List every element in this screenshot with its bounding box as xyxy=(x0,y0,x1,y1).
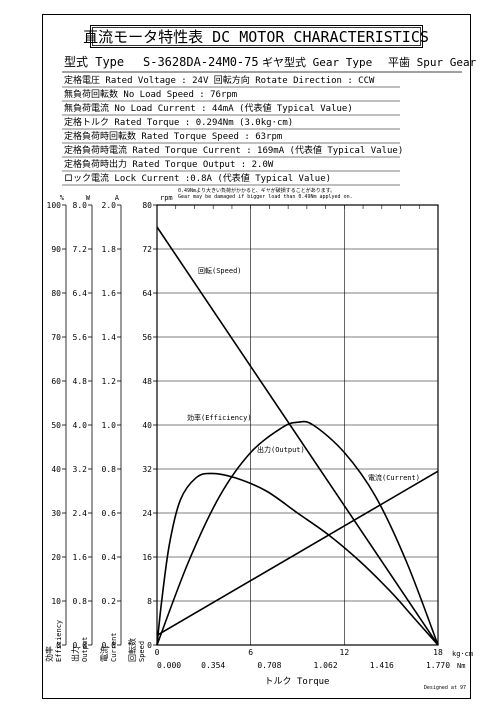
x-tick-nm: 0.708 xyxy=(257,661,281,670)
y-tick-label: 3.2 xyxy=(73,465,88,474)
y-axis-unit: W xyxy=(86,194,91,202)
gear-label: ギヤ型式 Gear Type xyxy=(262,55,372,69)
y-tick-label: 56 xyxy=(142,333,152,342)
y-tick-label: 72 xyxy=(142,245,152,254)
page-border xyxy=(42,14,471,699)
y-tick-label: 64 xyxy=(142,289,152,298)
y-tick-label: 40 xyxy=(142,421,152,430)
gear-value: 平歯 Spur Gear xyxy=(388,56,477,69)
y-tick-label: 80 xyxy=(51,289,61,298)
y-tick-label: 90 xyxy=(51,245,61,254)
y-tick-label: 0.4 xyxy=(102,553,117,562)
spec-line: 定格負荷時電流 Rated Torque Current : 169mA (代表… xyxy=(64,144,403,156)
y-axis-label: 電流Current xyxy=(99,632,118,662)
y-tick-label: 0.8 xyxy=(102,465,117,474)
y-axes: 1009080706050403020100%効率Efficiency8.07.… xyxy=(44,194,173,662)
y-tick-label: 40 xyxy=(51,465,61,474)
y-axis-label: 出力Output xyxy=(70,637,89,662)
x-unit-nm: Nm xyxy=(457,662,465,670)
x-tick-nm: 1.062 xyxy=(314,661,338,670)
y-tick-label: 1.6 xyxy=(73,553,88,562)
y-tick-label: 30 xyxy=(51,509,61,518)
footer-note: Designed at 97 xyxy=(424,685,466,691)
y-tick-label: 6.4 xyxy=(73,289,88,298)
y-tick-label: 32 xyxy=(142,465,152,474)
spec-line: 無負荷回転数 No Load Speed : 76rpm xyxy=(64,88,237,100)
spec-line: 定格電圧 Rated Voltage : 24V 回転方向 Rotate Dir… xyxy=(64,74,375,86)
y-tick-label: 70 xyxy=(51,333,61,342)
y-axis-unit: rpm xyxy=(160,194,173,202)
series-label: 出力(Output) xyxy=(257,445,305,454)
y-tick-label: 1.6 xyxy=(102,289,117,298)
x-tick-kgcm: 12 xyxy=(340,648,350,657)
y-tick-label: 4.0 xyxy=(73,421,88,430)
y-tick-label: 4.8 xyxy=(73,377,88,386)
series-label: 効率(Efficiency) xyxy=(187,413,252,422)
y-tick-label: 0.8 xyxy=(73,597,88,606)
spec-line: 定格トルク Rated Torque : 0.294Nm (3.0kg·cm) xyxy=(64,116,293,128)
y-tick-label: 8.0 xyxy=(73,201,88,210)
x-tick-nm: 1.416 xyxy=(370,661,394,670)
y-tick-label: 0.2 xyxy=(102,597,117,606)
y-tick-label: 2.0 xyxy=(102,201,117,210)
current-curve xyxy=(156,470,439,637)
x-tick-kgcm: 0 xyxy=(155,648,160,657)
x-tick-kgcm: 6 xyxy=(248,648,253,657)
y-tick-label: 0 xyxy=(147,641,152,650)
y-tick-label: 16 xyxy=(142,553,152,562)
y-tick-label: 50 xyxy=(51,421,61,430)
y-tick-label: 1.8 xyxy=(102,245,117,254)
y-axis-label: 回転数Speed xyxy=(127,638,146,662)
spec-line: 無負荷電流 No Load Current : 44mA (代表値 Typica… xyxy=(64,102,353,114)
y-tick-label: 7.2 xyxy=(73,245,88,254)
y-tick-label: 100 xyxy=(47,201,62,210)
output-curve xyxy=(156,420,439,646)
x-unit-kgcm: kg·cm xyxy=(452,650,473,658)
warning-en: Gear may be damaged if bigger load than … xyxy=(178,194,353,200)
y-tick-label: 60 xyxy=(51,377,61,386)
y-tick-label: 48 xyxy=(142,377,152,386)
series-layer: 回転(Speed) 電流(Current) 出力(Output) 効率(Efficie… xyxy=(156,226,439,646)
title-frame xyxy=(90,25,423,48)
warning-ja: 0.49Nmより大きい負荷がかかると、ギヤが破損することがあります。 xyxy=(178,187,335,194)
x-tick-nm: 0.000 xyxy=(157,661,181,670)
model-label: 型式 Type xyxy=(64,55,124,69)
model-value: S-3628DA-24M0-75 xyxy=(143,55,259,69)
y-tick-label: 0.6 xyxy=(102,509,117,518)
y-tick-label: 24 xyxy=(142,509,152,518)
x-axis-ticks: 0 6 12 18 0.000 0.354 0.708 1.062 1.416 1.770 xyxy=(155,648,451,670)
y-axis-label: 効率Efficiency xyxy=(44,620,63,662)
y-axis-unit: A xyxy=(115,194,120,202)
x-tick-nm: 0.354 xyxy=(201,661,225,670)
y-tick-label: 20 xyxy=(51,553,61,562)
y-tick-label: 0.0 xyxy=(102,641,117,650)
y-tick-label: 1.2 xyxy=(102,377,117,386)
page-title: 直流モータ特性表 DC MOTOR CHARACTERISTICS xyxy=(83,28,429,46)
title-frame-inner xyxy=(92,27,421,46)
spec-list: 定格電圧 Rated Voltage : 24V 回転方向 Rotate Dir… xyxy=(62,74,403,186)
y-tick-label: 2.4 xyxy=(73,509,88,518)
spec-line: 定格負荷時出力 Rated Torque Output : 2.0W xyxy=(64,158,274,170)
y-axis-unit: % xyxy=(60,194,65,202)
efficiency-curve xyxy=(156,472,439,646)
y-tick-label: 1.0 xyxy=(102,421,117,430)
x-tick-nm: 1.770 xyxy=(426,661,450,670)
y-tick-label: 80 xyxy=(142,201,152,210)
y-tick-label: 0 xyxy=(56,641,61,650)
y-tick-label: 8 xyxy=(147,597,152,606)
spec-line: ロック電流 Lock Current :0.8A (代表値 Typical Va… xyxy=(64,172,331,184)
series-label: 電流(Current) xyxy=(368,473,420,482)
y-tick-label: 0.0 xyxy=(73,641,88,650)
x-axis-label: トルク Torque xyxy=(265,676,330,687)
series-label: 回転(Speed) xyxy=(198,267,242,275)
y-tick-label: 1.4 xyxy=(102,333,117,342)
spec-line: 定格負荷時回転数 Rated Torque Speed : 63rpm xyxy=(64,130,282,142)
y-tick-label: 5.6 xyxy=(73,333,88,342)
x-tick-kgcm: 18 xyxy=(433,648,443,657)
speed-curve xyxy=(156,226,439,646)
y-tick-label: 10 xyxy=(51,597,61,606)
